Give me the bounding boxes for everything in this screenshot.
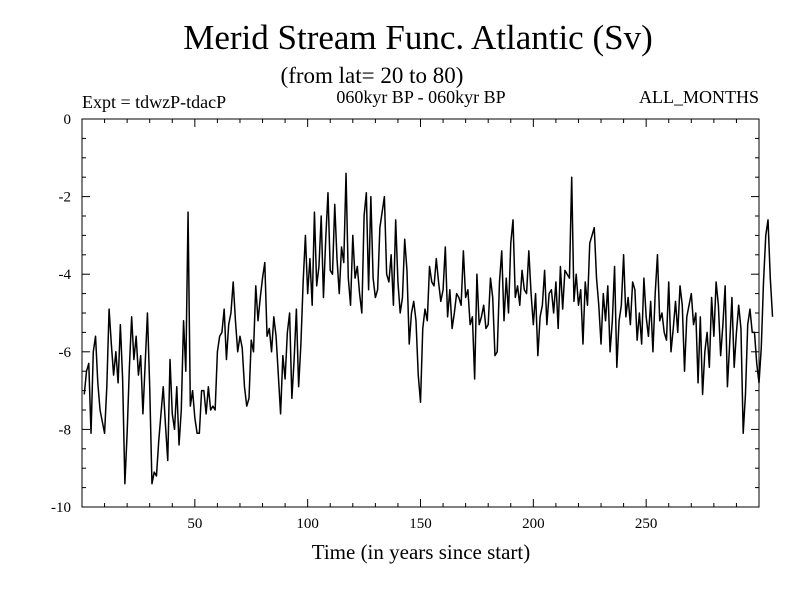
y-tick-label: 0 <box>64 112 72 128</box>
series-line <box>83 172 774 485</box>
y-tick-label: -2 <box>59 190 72 206</box>
x-tick-label: 50 <box>187 516 202 532</box>
x-axis-label: Time (in years since start) <box>312 540 531 564</box>
chart-title: Merid Stream Func. Atlantic (Sv) <box>183 18 653 57</box>
x-tick-label: 200 <box>522 516 545 532</box>
chart-subtitle: (from lat= 20 to 80) <box>281 63 464 88</box>
period-label: 060kyr BP - 060kyr BP <box>336 87 505 107</box>
months-label: ALL_MONTHS <box>639 87 759 107</box>
y-tick-label: -10 <box>51 500 71 516</box>
x-tick-label: 250 <box>635 516 658 532</box>
series-layer <box>83 172 774 485</box>
experiment-label: Expt = tdwzP-tdacP <box>82 92 226 112</box>
x-tick-label: 100 <box>296 516 319 532</box>
y-tick-label: -4 <box>59 267 72 283</box>
axis-ticks: 50 100 150 200 250 0 -2 -4 -6 -8 -10 <box>51 112 759 532</box>
x-tick-label: 150 <box>409 516 432 532</box>
y-tick-label: -6 <box>59 345 72 361</box>
y-tick-label: -8 <box>59 422 72 438</box>
plot-frame <box>81 118 760 508</box>
